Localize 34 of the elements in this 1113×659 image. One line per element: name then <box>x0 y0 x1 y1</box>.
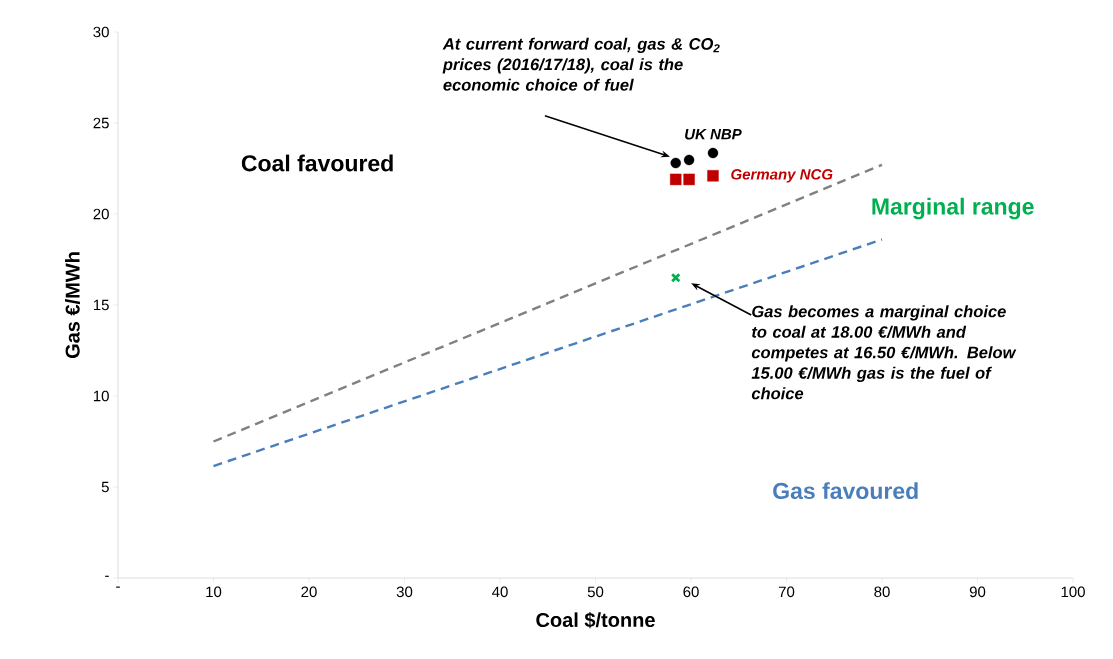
y-tick-label: 20 <box>93 208 109 220</box>
x-tick-label: 60 <box>683 586 699 598</box>
x-tick-label: 100 <box>1061 586 1085 598</box>
y-tick-label: - <box>105 575 109 577</box>
annotation: Coal favoured <box>241 154 393 172</box>
y-tick-label: 5 <box>101 481 109 493</box>
x-tick-label: 50 <box>587 586 604 598</box>
y-axis-title: Gas €/MWh <box>65 252 80 359</box>
annotation: Gas becomes a marginal choice to coal at 18.00 €/MWh and competes at 16.50 €/MWh. Below 15.00 €/MWh gas is the fuel of choice <box>751 305 1017 400</box>
x-tick-label: 40 <box>492 586 508 598</box>
point <box>683 154 695 166</box>
y-tick-label: 15 <box>93 299 109 311</box>
point <box>707 170 719 182</box>
y-tick-label: 10 <box>93 390 109 402</box>
y-tick-label: 30 <box>93 26 109 38</box>
series-label: Germany NCG <box>731 168 833 183</box>
annotation: Marginal range <box>872 197 1034 220</box>
text: At current forward coal, gas & CO$_{2}$ prices (2016/17/18), coal is the economic choice of fuel <box>442 37 720 91</box>
x-tick-label: 90 <box>969 586 986 598</box>
x-tick-label: 10 <box>206 586 222 598</box>
y-tick-label: 25 <box>93 117 109 129</box>
annotation: Gas favoured <box>773 482 918 500</box>
x-tick-label: 80 <box>874 586 890 598</box>
x-tick-label: 20 <box>301 586 317 598</box>
point <box>670 157 681 169</box>
x-tick-label: 70 <box>778 586 795 598</box>
series-label: UK NBP <box>685 129 742 140</box>
x-tick-label: 30 <box>396 586 413 598</box>
x-axis-title: Coal $/tonne <box>536 612 655 629</box>
point <box>707 147 719 159</box>
x-tick-label: - <box>116 586 120 588</box>
point <box>683 173 695 186</box>
point <box>670 173 682 186</box>
point <box>670 272 681 283</box>
